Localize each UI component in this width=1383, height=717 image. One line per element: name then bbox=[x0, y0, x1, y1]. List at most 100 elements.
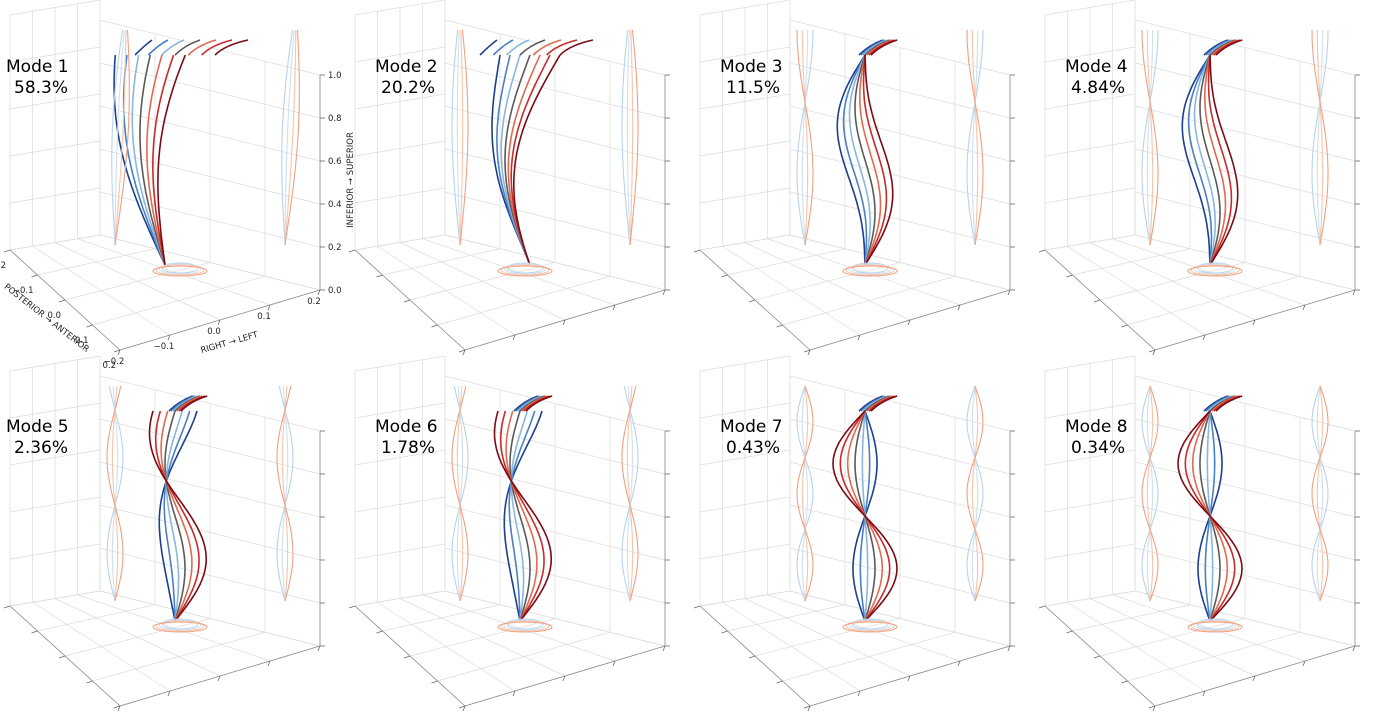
grid-line bbox=[1127, 275, 1301, 326]
grid-line bbox=[77, 594, 271, 662]
mode-6-curve-2 bbox=[508, 410, 536, 622]
mode-5-curve-hook-7 bbox=[180, 395, 208, 412]
y-tick-mark bbox=[748, 299, 756, 303]
mode-2-curve-hook-1 bbox=[479, 39, 498, 56]
mode-5-curve-5 bbox=[160, 410, 193, 622]
mode-4-curve-3 bbox=[1193, 54, 1217, 266]
y-tick-label: 0.1 bbox=[75, 336, 89, 346]
mode-6-floor-projection bbox=[497, 621, 553, 633]
mode-2-curve-hook-7 bbox=[559, 39, 594, 56]
mode-6-curve-hook-3 bbox=[517, 395, 543, 412]
mode-8-curve-hook-1 bbox=[1203, 395, 1229, 412]
x-tick-mark bbox=[1152, 705, 1156, 712]
x-tick-mark bbox=[1007, 289, 1011, 296]
mode-1-projection-1-4 bbox=[114, 29, 130, 246]
mode-4-floor-projection bbox=[1193, 263, 1237, 275]
grid-line bbox=[444, 234, 666, 291]
mode-panel-6: Mode 61.78% bbox=[348, 355, 670, 712]
mode-6-projection-2-1 bbox=[621, 385, 639, 602]
mode-title: Mode 8 bbox=[1065, 417, 1128, 437]
mode-2-curve-hook-6 bbox=[546, 39, 578, 56]
y-tick-mark bbox=[1093, 299, 1101, 303]
mode-7-floor-projection bbox=[842, 621, 898, 633]
y-tick-mark bbox=[376, 274, 383, 278]
mode-4-projection-1-2 bbox=[1146, 29, 1154, 246]
mode-1-floor-projection bbox=[158, 263, 202, 275]
mode-7-projection-1-4 bbox=[796, 385, 814, 602]
mode-2-projection-1-1 bbox=[451, 29, 461, 246]
mode-1-projection-1-3 bbox=[114, 30, 127, 246]
x-tick-mark bbox=[957, 304, 961, 311]
mode-6-projection-2-4 bbox=[621, 385, 639, 602]
y-tick-mark bbox=[376, 630, 383, 634]
mode-7-projection-2-4 bbox=[966, 385, 984, 602]
mode-2-projection-1-3 bbox=[459, 29, 464, 246]
grid-line bbox=[409, 262, 556, 301]
y-tick-mark bbox=[693, 605, 701, 609]
mode-8-curve-hook-4 bbox=[1209, 395, 1236, 412]
x-tick-label: 0.1 bbox=[257, 312, 271, 322]
mode-5-projection-2-3 bbox=[281, 385, 289, 602]
mode-5-curve-2 bbox=[163, 410, 191, 622]
y-tick-label: 0.2 bbox=[102, 361, 116, 371]
mode-7-projection-1-2 bbox=[801, 385, 809, 602]
y-tick-label: 0.0 bbox=[47, 311, 61, 321]
y-tick-label: −0.2 bbox=[0, 261, 6, 271]
mode-3-curve-hook-4 bbox=[864, 39, 891, 56]
y-tick-mark bbox=[458, 349, 466, 353]
mode-1-curve-hook-5 bbox=[187, 39, 217, 56]
mode-2-floor-projection bbox=[500, 264, 550, 276]
mode-3-projection-1-4 bbox=[796, 29, 814, 246]
mode-2-projection-2-3 bbox=[629, 29, 634, 246]
grid-line bbox=[64, 262, 211, 301]
mode-4-floor-projection bbox=[1196, 262, 1234, 274]
grid-line bbox=[767, 238, 961, 306]
y-tick-mark bbox=[3, 605, 11, 609]
z-tick-label: 0.2 bbox=[328, 243, 342, 253]
mode-3-curve-3 bbox=[848, 54, 872, 266]
mode-5-curve-6 bbox=[154, 410, 200, 622]
mode-6-curve-1 bbox=[503, 410, 543, 622]
mode-title: Mode 4 bbox=[1065, 57, 1128, 77]
mode-title: Mode 7 bbox=[720, 417, 783, 437]
y-axis-label: POSTERIOR → ANTERIOR bbox=[2, 282, 91, 355]
mode-8-floor-projection bbox=[1190, 620, 1240, 632]
mode-4-curve-hook-2 bbox=[1205, 39, 1231, 56]
z-tick-label: 0.6 bbox=[328, 157, 342, 167]
mode-4-floor-projection bbox=[1190, 264, 1240, 276]
mode-title: Mode 6 bbox=[375, 417, 438, 437]
mode-4-projection-2-4 bbox=[1311, 29, 1329, 246]
mode-panel-7: Mode 70.43% bbox=[693, 355, 1015, 712]
y-tick-mark bbox=[31, 274, 38, 278]
mode-5-projection-1-4 bbox=[106, 385, 124, 602]
y-tick-mark bbox=[403, 655, 411, 659]
mode-1-curve-3 bbox=[131, 54, 166, 266]
y-tick-mark bbox=[1066, 274, 1073, 278]
y-tick-mark bbox=[431, 324, 438, 328]
x-tick-mark bbox=[512, 690, 516, 697]
y-tick-mark bbox=[86, 680, 93, 684]
mode-8-projection-1-3 bbox=[1146, 385, 1154, 602]
mode-8-floor-projection bbox=[1193, 619, 1237, 631]
x-tick-mark bbox=[167, 690, 171, 697]
mode-1-projection-2-2 bbox=[284, 29, 295, 246]
mode-8-curve-hook-3 bbox=[1207, 395, 1233, 412]
mode-3-curve-hook-2 bbox=[860, 39, 886, 56]
grid-line bbox=[767, 594, 961, 662]
mode-title: Mode 3 bbox=[720, 57, 783, 77]
x-tick-mark bbox=[562, 675, 566, 682]
mode-5-projection-1-1 bbox=[106, 385, 124, 602]
mode-8-projection-2-2 bbox=[1316, 385, 1324, 602]
mode-5-projection-2-2 bbox=[281, 385, 289, 602]
x-tick-mark bbox=[612, 660, 616, 667]
mode-4-curve-6 bbox=[1207, 54, 1233, 266]
grid-line bbox=[1134, 234, 1356, 291]
y-tick-mark bbox=[86, 324, 93, 328]
mode-3-floor-projection bbox=[845, 264, 895, 276]
mode-7-projection-1-1 bbox=[796, 385, 814, 602]
grid-line bbox=[437, 275, 611, 326]
mode-8-projection-2-3 bbox=[1316, 385, 1324, 602]
mode-7-floor-projection bbox=[845, 620, 895, 632]
mode-4-curve-5 bbox=[1203, 54, 1227, 266]
grid-line bbox=[1112, 238, 1306, 306]
